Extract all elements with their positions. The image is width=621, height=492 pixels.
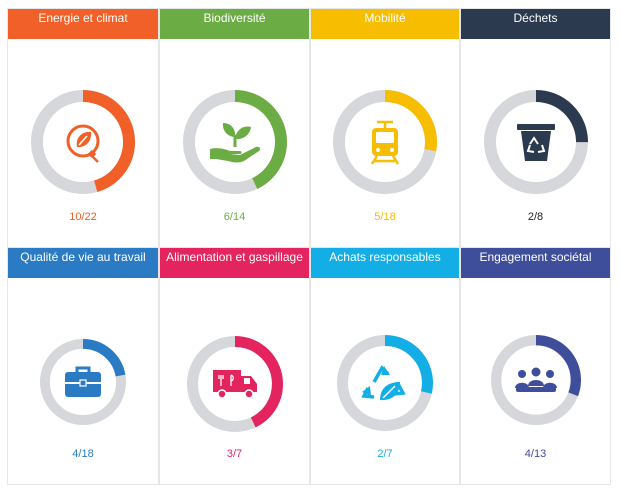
progress-count: 10/22 xyxy=(69,211,97,223)
ring-progress-arc xyxy=(337,335,433,431)
progress-count: 4/13 xyxy=(524,448,547,460)
progress-donut xyxy=(490,335,581,425)
card-header: Déchets xyxy=(461,9,610,39)
group-meeting-icon xyxy=(512,364,560,396)
card-header: Mobilité xyxy=(311,9,459,39)
ring-progress-arc xyxy=(490,335,581,425)
card-mobilite[interactable]: Mobilité 5/18 xyxy=(310,8,460,248)
card-dechets[interactable]: Déchets 2/8 xyxy=(460,8,611,248)
ring-progress-arc xyxy=(40,339,126,425)
card-header: Alimentation et gaspillage xyxy=(160,248,309,278)
card-header: Qualité de vie au travail xyxy=(8,248,158,278)
card-header: Achats responsables xyxy=(311,248,459,278)
progress-donut xyxy=(333,90,437,194)
eco-energy-plug-icon xyxy=(61,120,105,164)
progress-count: 2/8 xyxy=(527,211,544,223)
progress-donut xyxy=(31,90,135,194)
card-header: Biodiversité xyxy=(160,9,309,39)
card-achats-responsables[interactable]: Achats responsables 2/7 xyxy=(310,247,460,485)
card-engagement-societal[interactable]: Engagement sociétal 4/13 xyxy=(460,247,611,485)
card-header: Engagement sociétal xyxy=(461,248,610,278)
card-biodiversite[interactable]: Biodiversité 6/14 xyxy=(159,8,310,248)
card-alimentation-gaspillage[interactable]: Alimentation et gaspillage 3/7 xyxy=(159,247,310,485)
progress-donut xyxy=(186,336,283,432)
briefcase-icon xyxy=(63,365,103,399)
food-truck-icon xyxy=(211,367,259,401)
progress-donut xyxy=(182,90,287,194)
progress-donut xyxy=(483,90,588,194)
card-energie-climat[interactable]: Energie et climat 10/22 xyxy=(7,8,159,248)
progress-count: 2/7 xyxy=(377,448,393,460)
progress-count: 4/18 xyxy=(72,448,94,460)
recycling-bin-icon xyxy=(514,120,558,164)
plant-in-hand-icon xyxy=(206,117,264,167)
progress-count: 5/18 xyxy=(374,211,396,223)
progress-donut xyxy=(337,335,433,431)
ring-progress-arc xyxy=(333,90,437,194)
progress-count: 3/7 xyxy=(226,448,243,460)
recycle-leaf-icon xyxy=(360,360,410,406)
card-header: Energie et climat xyxy=(8,9,158,39)
progress-donut xyxy=(40,339,126,425)
tram-icon xyxy=(367,118,403,166)
ring-progress-arc xyxy=(186,336,283,432)
progress-count: 6/14 xyxy=(223,211,246,223)
card-qualite-vie-travail[interactable]: Qualité de vie au travail 4/18 xyxy=(7,247,159,485)
ring-progress-arc xyxy=(182,90,287,194)
ring-progress-arc xyxy=(31,90,135,194)
ring-progress-arc xyxy=(483,90,588,194)
